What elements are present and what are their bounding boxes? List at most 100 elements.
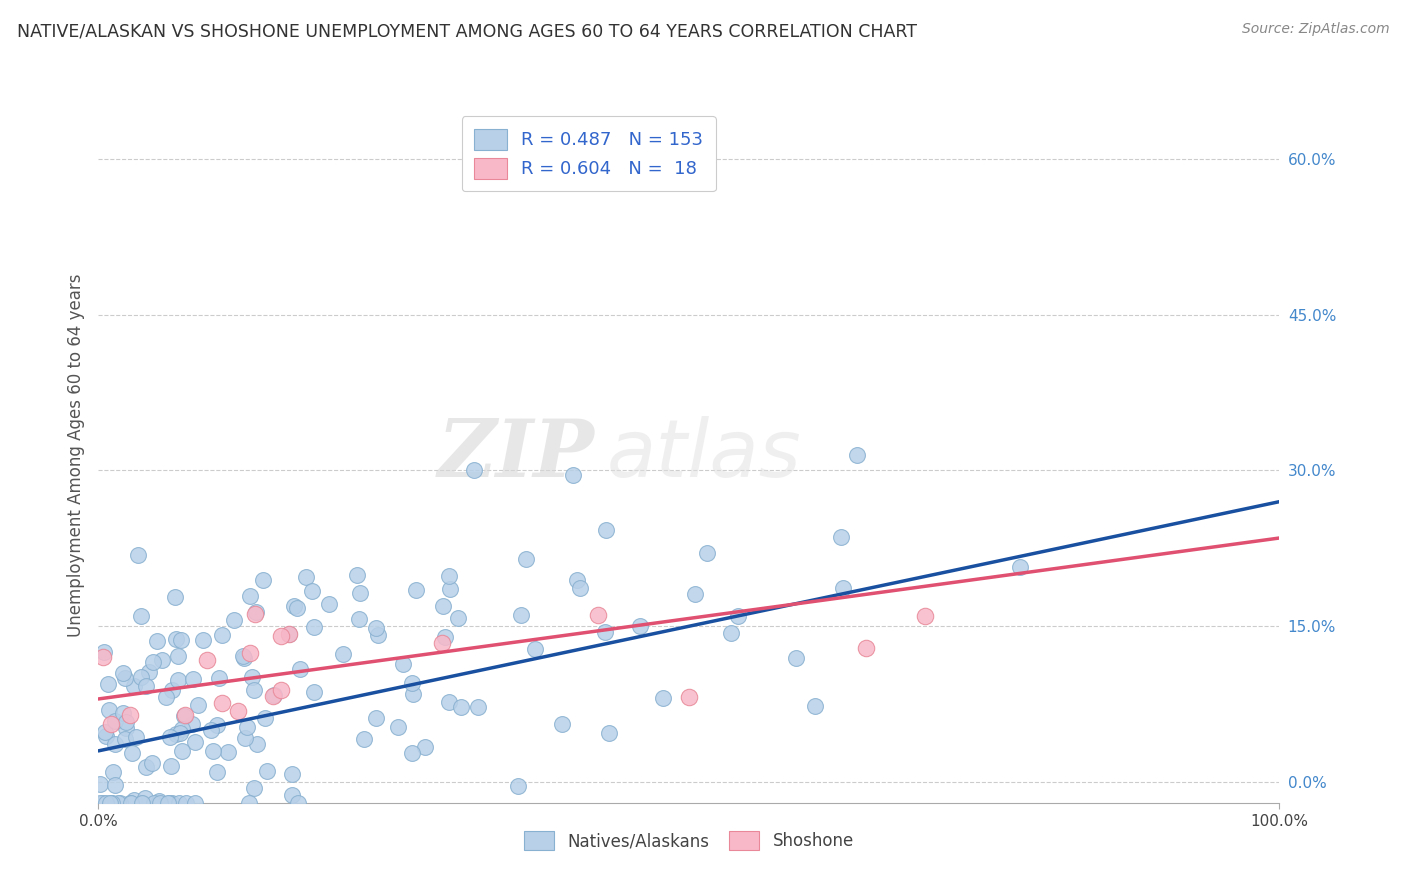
Point	[628, 619, 651, 633]
Point	[135, 760, 157, 774]
Point	[855, 640, 877, 655]
Point	[598, 726, 620, 740]
Point	[696, 546, 718, 560]
Point	[173, 708, 195, 723]
Point	[405, 583, 427, 598]
Point	[914, 608, 936, 623]
Point	[830, 530, 852, 544]
Point	[561, 467, 583, 482]
Point	[165, 727, 187, 741]
Point	[157, 796, 180, 810]
Point	[243, 781, 266, 796]
Point	[401, 746, 423, 760]
Point	[159, 731, 181, 745]
Point	[156, 796, 179, 810]
Point	[104, 737, 127, 751]
Point	[804, 698, 827, 713]
Point	[243, 607, 266, 622]
Point	[89, 796, 111, 810]
Point	[120, 796, 142, 810]
Point	[467, 700, 489, 714]
Point	[217, 745, 239, 759]
Point	[118, 708, 141, 723]
Point	[110, 796, 132, 810]
Point	[437, 569, 460, 583]
Point	[346, 567, 368, 582]
Point	[208, 671, 231, 685]
Point	[104, 778, 127, 792]
Point	[349, 612, 371, 626]
Point	[239, 646, 262, 660]
Point	[318, 598, 340, 612]
Point	[232, 650, 254, 665]
Point	[181, 672, 204, 686]
Point	[187, 698, 209, 712]
Text: ZIP: ZIP	[437, 417, 595, 493]
Point	[101, 764, 124, 779]
Point	[200, 723, 222, 737]
Point	[651, 690, 673, 705]
Point	[104, 714, 127, 728]
Point	[166, 649, 188, 664]
Point	[285, 601, 308, 615]
Point	[124, 679, 146, 693]
Point	[120, 796, 142, 810]
Point	[142, 796, 165, 810]
Point	[568, 581, 591, 595]
Point	[283, 599, 305, 613]
Point	[432, 636, 454, 650]
Point	[150, 653, 173, 667]
Point	[172, 744, 194, 758]
Point	[112, 706, 135, 720]
Point	[121, 747, 143, 761]
Point	[551, 716, 574, 731]
Point	[114, 672, 136, 686]
Point	[439, 694, 461, 708]
Point	[277, 627, 299, 641]
Point	[91, 796, 114, 810]
Point	[832, 581, 855, 595]
Point	[233, 731, 256, 745]
Point	[845, 448, 868, 462]
Point	[240, 671, 263, 685]
Point	[236, 720, 259, 734]
Point	[174, 707, 197, 722]
Text: Source: ZipAtlas.com: Source: ZipAtlas.com	[1241, 22, 1389, 37]
Point	[149, 796, 172, 810]
Point	[131, 670, 153, 684]
Point	[97, 703, 120, 717]
Point	[100, 717, 122, 731]
Point	[439, 582, 461, 596]
Point	[515, 551, 537, 566]
Point	[111, 665, 134, 680]
Point	[134, 791, 156, 805]
Point	[506, 779, 529, 793]
Point	[170, 632, 193, 647]
Point	[447, 611, 470, 625]
Point	[114, 731, 136, 746]
Point	[94, 725, 117, 739]
Text: atlas: atlas	[606, 416, 801, 494]
Text: NATIVE/ALASKAN VS SHOSHONE UNEMPLOYMENT AMONG AGES 60 TO 64 YEARS CORRELATION CH: NATIVE/ALASKAN VS SHOSHONE UNEMPLOYMENT …	[17, 22, 917, 40]
Point	[205, 765, 228, 780]
Point	[295, 570, 318, 584]
Point	[523, 642, 546, 657]
Point	[253, 711, 276, 725]
Point	[163, 590, 186, 604]
Point	[263, 688, 285, 702]
Point	[586, 608, 609, 623]
Point	[510, 608, 533, 623]
Point	[160, 759, 183, 773]
Point	[720, 625, 742, 640]
Point	[678, 690, 700, 704]
Point	[211, 696, 233, 710]
Point	[224, 613, 246, 627]
Point	[301, 583, 323, 598]
Point	[160, 796, 183, 810]
Point	[278, 626, 301, 640]
Point	[288, 662, 311, 676]
Point	[402, 687, 425, 701]
Point	[433, 630, 456, 644]
Point	[463, 463, 485, 477]
Point	[391, 657, 413, 672]
